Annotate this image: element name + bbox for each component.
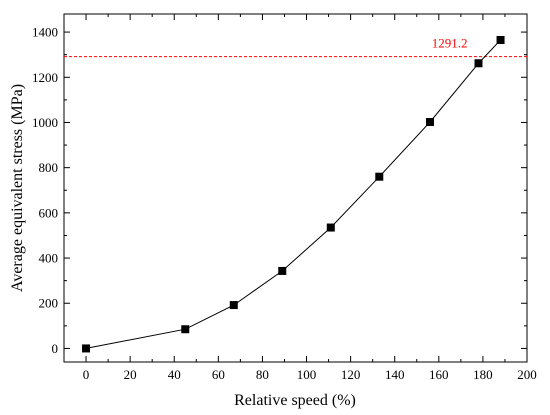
axis-ticks <box>64 14 528 362</box>
y-tick-label: 1200 <box>32 70 58 85</box>
x-tick-label: 100 <box>297 367 317 382</box>
data-point <box>375 172 384 181</box>
y-axis-label: Average equivalent stress (MPa) <box>9 84 26 292</box>
x-tick-label: 160 <box>429 367 449 382</box>
x-tick-label: 140 <box>385 367 405 382</box>
data-point <box>181 325 190 334</box>
y-tick-label: 800 <box>39 160 59 175</box>
y-tick-label: 1000 <box>32 115 58 130</box>
series-line <box>85 39 501 349</box>
data-point <box>474 59 483 68</box>
data-point <box>496 35 505 44</box>
x-axis-label: Relative speed (%) <box>234 392 356 409</box>
x-tick-label: 20 <box>124 367 137 382</box>
y-tick-label: 0 <box>52 341 59 356</box>
data-point <box>229 301 238 310</box>
y-tick-label: 600 <box>39 205 59 220</box>
y-tick-label: 400 <box>39 251 59 266</box>
data-point <box>82 344 91 353</box>
x-tick-label: 180 <box>473 367 493 382</box>
threshold-label: 1291.2 <box>432 36 468 51</box>
data-point <box>425 118 434 127</box>
x-tick-label: 200 <box>517 367 537 382</box>
y-tick-labels: 0 200 400 600 800 1000 1200 1400 <box>32 25 58 356</box>
x-tick-label: 120 <box>341 367 361 382</box>
y-tick-label: 200 <box>39 296 59 311</box>
data-markers <box>82 35 505 353</box>
data-point <box>326 223 335 232</box>
x-tick-label: 40 <box>168 367 181 382</box>
x-tick-label: 0 <box>83 367 90 382</box>
data-point <box>278 266 287 275</box>
x-tick-label: 80 <box>256 367 269 382</box>
x-tick-labels: 0 20 40 60 80 100 120 140 160 180 200 <box>83 367 537 382</box>
x-tick-label: 60 <box>212 367 225 382</box>
y-tick-label: 1400 <box>32 25 58 40</box>
plot-frame <box>63 13 528 363</box>
